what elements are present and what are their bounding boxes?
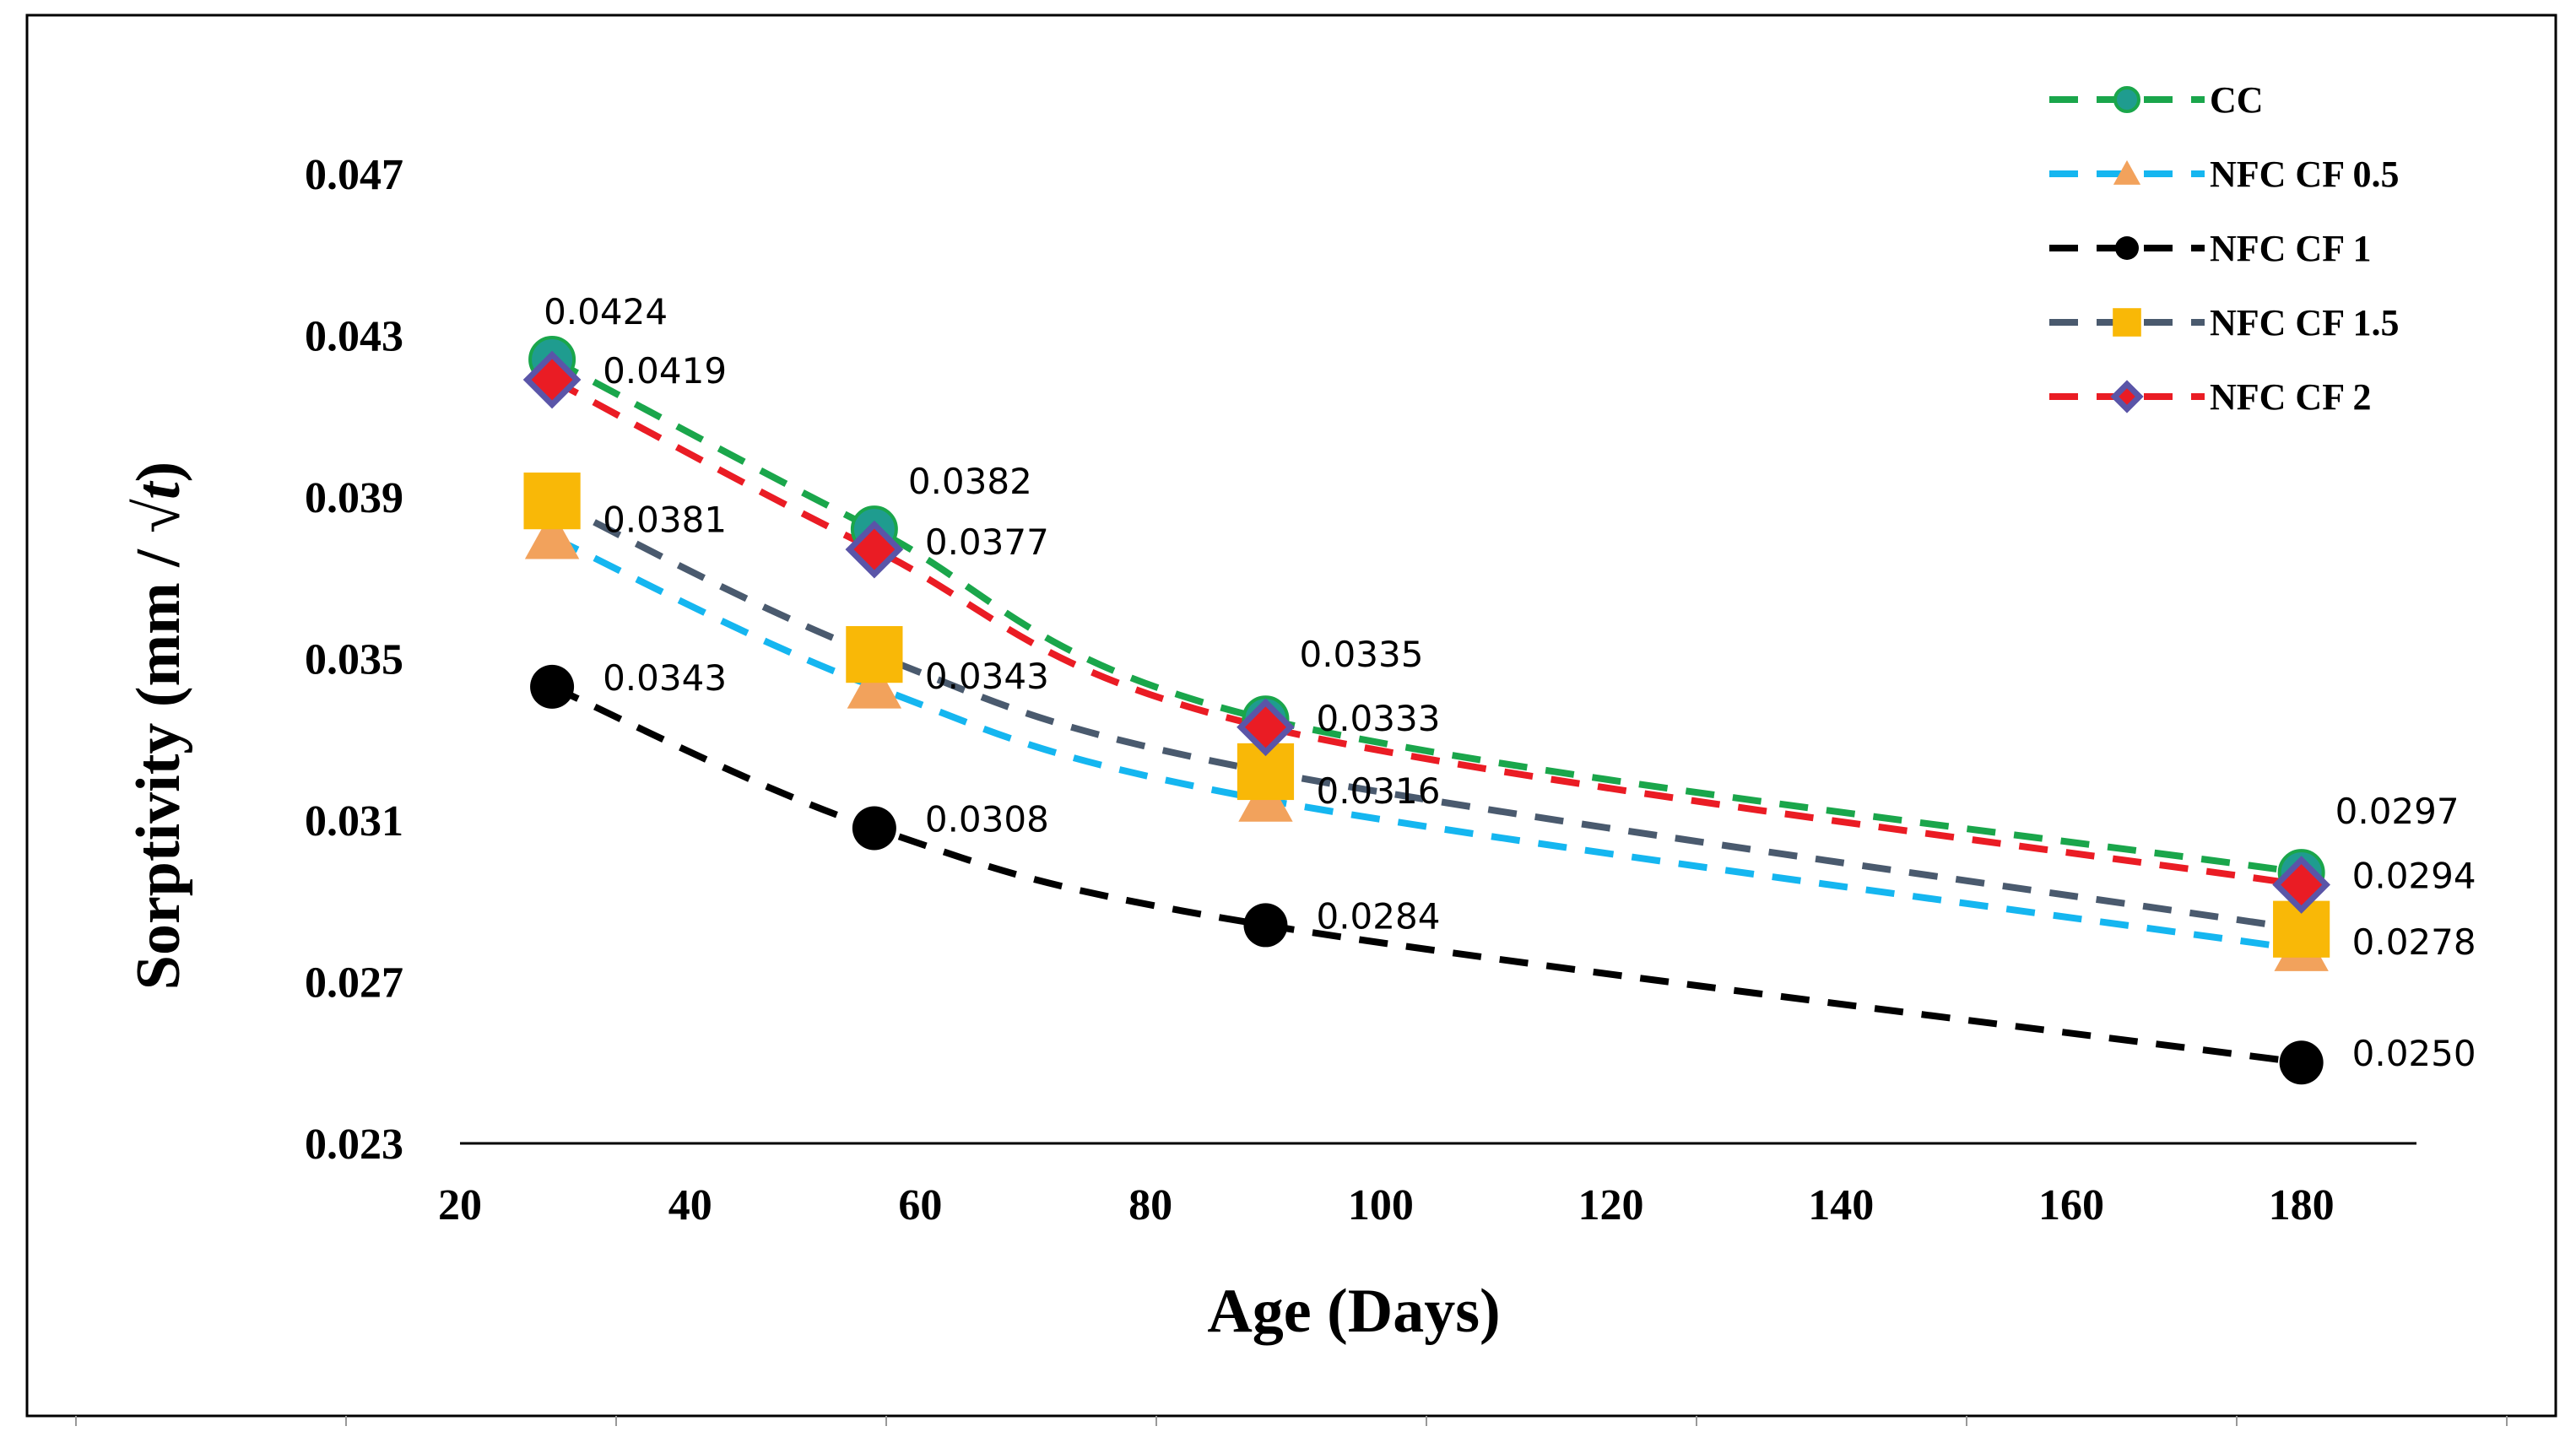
marker-series-3-point-1	[846, 625, 903, 683]
legend-label: NFC CF 1.5	[2210, 302, 2399, 343]
legend-swatch-marker	[2113, 308, 2141, 337]
data-label: 0.0297	[2335, 791, 2460, 832]
x-tick-label: 160	[2038, 1181, 2104, 1229]
outer-ticks	[75, 1416, 2508, 1426]
y-tick-label: 0.043	[305, 312, 403, 360]
y-axis-title-close: )	[124, 462, 193, 483]
marker-series-1-point-0	[524, 510, 580, 559]
trend-line-series-4	[550, 376, 2303, 889]
y-axis-title-text: Sorptivity (mm / √t)	[124, 462, 193, 990]
legend-item-1: NFC CF 0.5	[2049, 154, 2399, 195]
data-label: 0.0377	[925, 521, 1049, 563]
legend-item-3: NFC CF 1.5	[2049, 302, 2399, 343]
data-label: 0.0316	[1316, 770, 1440, 812]
marker-series-2-point-1	[852, 806, 896, 851]
data-label: 0.0250	[2352, 1033, 2476, 1074]
data-label: 0.0419	[603, 350, 727, 392]
marker-series-2-point-2	[1243, 903, 1288, 948]
data-label: 0.0333	[1316, 698, 1440, 739]
x-tick-label: 80	[1128, 1181, 1172, 1229]
y-tick-label: 0.027	[305, 959, 403, 1007]
marker-series-4-point-1	[845, 520, 904, 579]
legend-label: NFC CF 2	[2210, 376, 2371, 418]
marker-series-4-point-0	[522, 350, 582, 409]
data-markers	[522, 336, 2330, 1085]
legend-swatch-marker	[2110, 380, 2144, 413]
x-tick-label: 180	[2269, 1181, 2335, 1229]
y-axis-title-main: Sorptivity (mm /	[124, 534, 193, 991]
legend-swatch-marker	[2115, 236, 2139, 260]
y-tick-label: 0.039	[305, 474, 403, 522]
legend-label: CC	[2210, 79, 2264, 121]
x-tick-label: 140	[1808, 1181, 1874, 1229]
data-label: 0.0382	[908, 461, 1032, 502]
trend-line-series-1	[550, 534, 2303, 953]
x-tick-label: 120	[1578, 1181, 1644, 1229]
legend-label: NFC CF 0.5	[2210, 154, 2399, 195]
y-axis-title: Sorptivity (mm / √t)	[124, 462, 193, 990]
data-label: 0.0335	[1299, 634, 1423, 675]
trend-line-series-0	[550, 356, 2303, 877]
legend: CC NFC CF 0.5 NFC CF 1 NFC CF 1.5 NFC CF 2	[2049, 79, 2399, 418]
legend-item-2: NFC CF 1	[2049, 228, 2371, 269]
y-axis-title-math: √t	[124, 480, 193, 534]
legend-swatch-marker	[2113, 86, 2140, 113]
data-label: 0.0381	[603, 500, 727, 541]
chart-frame	[25, 14, 2557, 1418]
marker-series-2-point-0	[530, 664, 575, 709]
y-tick-label: 0.047	[305, 151, 403, 199]
legend-item-0: CC	[2049, 79, 2264, 121]
legend-item-4: NFC CF 2	[2049, 376, 2371, 418]
data-label: 0.0343	[925, 656, 1049, 697]
x-tick-label: 20	[438, 1181, 482, 1229]
trend-lines	[550, 356, 2303, 1067]
y-tick-label: 0.023	[305, 1121, 403, 1169]
x-axis-title: Age (Days)	[1207, 1277, 1500, 1346]
data-labels: 0.0343 0.0308 0.0284 0.0250 0.0381 0.0343 0.03…	[544, 291, 2476, 1074]
data-label: 0.0278	[2352, 921, 2476, 963]
x-axis-ticks: 20 40 60 80 100 120 140 160 180	[438, 1181, 2335, 1229]
data-label: 0.0343	[603, 657, 727, 699]
legend-swatch-marker	[2113, 159, 2141, 185]
data-label: 0.0284	[1316, 895, 1440, 937]
data-label: 0.0424	[544, 291, 668, 332]
trend-line-series-3	[550, 498, 2303, 933]
marker-series-4-point-2	[1237, 698, 1295, 757]
y-tick-label: 0.031	[305, 797, 403, 845]
marker-series-2-point-3	[2279, 1040, 2324, 1085]
data-label: 0.0294	[2352, 856, 2476, 897]
legend-label: NFC CF 1	[2210, 228, 2371, 269]
marker-series-4-point-3	[2272, 856, 2330, 914]
y-axis-ticks: 0.023 0.027 0.031 0.035 0.039 0.043 0.047	[305, 151, 403, 1169]
x-tick-label: 100	[1348, 1181, 1414, 1229]
x-tick-label: 40	[668, 1181, 712, 1229]
marker-series-1-point-1	[847, 659, 902, 709]
data-label: 0.0308	[925, 799, 1049, 840]
marker-series-3-point-0	[523, 473, 581, 530]
x-tick-label: 60	[898, 1181, 942, 1229]
y-tick-label: 0.035	[305, 635, 403, 683]
trend-line-series-2	[550, 683, 2303, 1067]
